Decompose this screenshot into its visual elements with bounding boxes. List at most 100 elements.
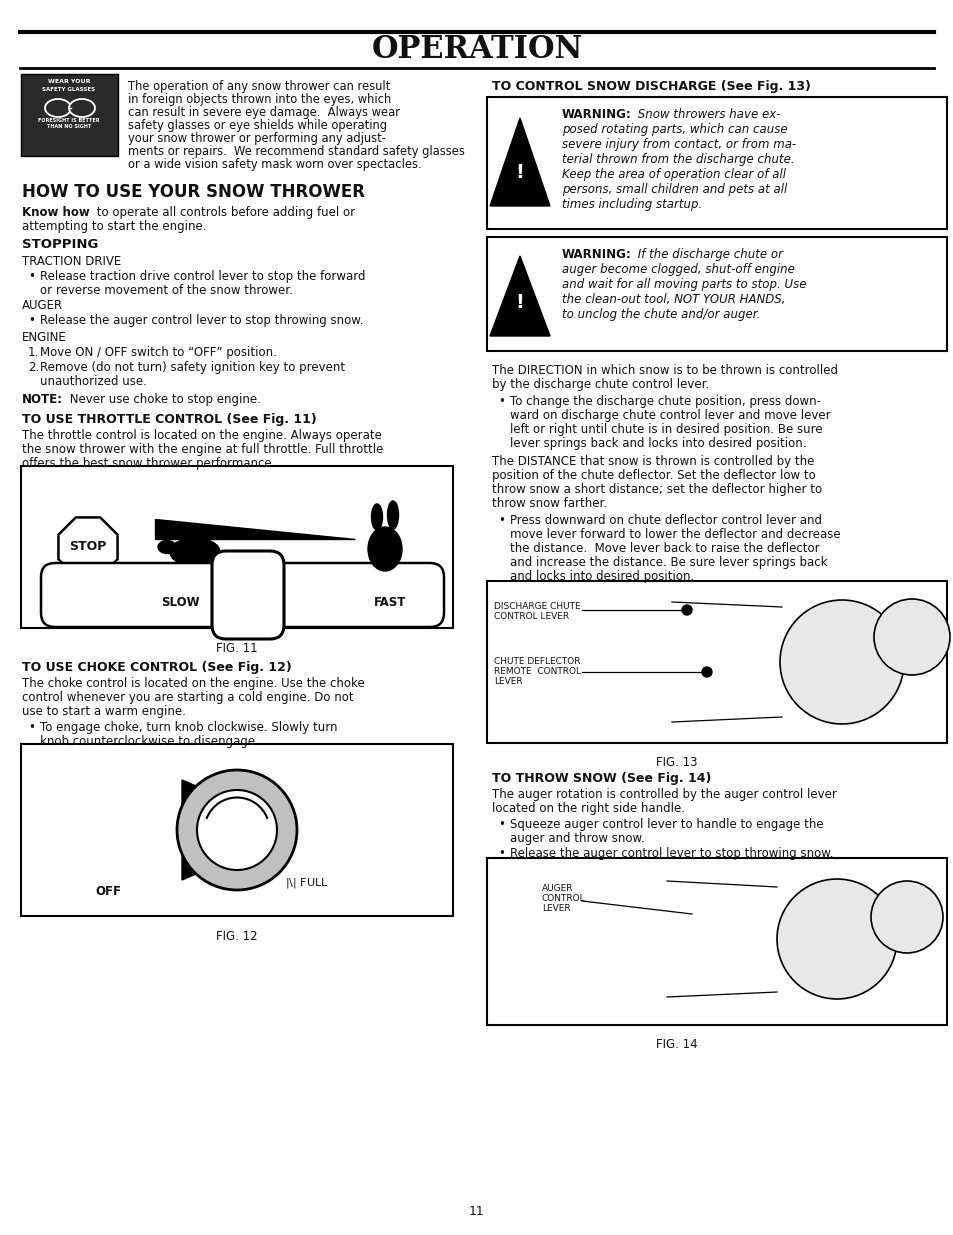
Text: •: • — [497, 395, 504, 408]
Text: Press downward on chute deflector control lever and: Press downward on chute deflector contro… — [510, 514, 821, 527]
Ellipse shape — [158, 541, 175, 553]
FancyBboxPatch shape — [486, 98, 946, 228]
Text: the distance.  Move lever back to raise the deflector: the distance. Move lever back to raise t… — [510, 542, 819, 555]
Text: STOPPING: STOPPING — [22, 238, 98, 251]
Text: throw snow a short distance; set the deflector higher to: throw snow a short distance; set the def… — [492, 483, 821, 496]
FancyBboxPatch shape — [486, 237, 946, 351]
Ellipse shape — [387, 501, 398, 529]
Ellipse shape — [371, 504, 382, 530]
Circle shape — [681, 605, 691, 615]
Ellipse shape — [368, 527, 401, 571]
Text: OPERATION: OPERATION — [371, 35, 582, 65]
Text: If the discharge chute or: If the discharge chute or — [634, 248, 782, 261]
Circle shape — [196, 790, 276, 869]
Text: the clean-out tool, NOT YOUR HANDS,: the clean-out tool, NOT YOUR HANDS, — [561, 293, 784, 306]
Text: WEAR YOUR: WEAR YOUR — [48, 79, 91, 84]
Text: •: • — [497, 514, 504, 527]
Ellipse shape — [45, 99, 71, 117]
Text: Keep the area of operation clear of all: Keep the area of operation clear of all — [561, 168, 785, 182]
Ellipse shape — [170, 538, 220, 566]
Text: times including startup.: times including startup. — [561, 198, 701, 211]
Text: LEVER: LEVER — [541, 904, 570, 913]
Polygon shape — [490, 119, 550, 206]
Text: HOW TO USE YOUR SNOW THROWER: HOW TO USE YOUR SNOW THROWER — [22, 183, 365, 201]
Text: safety glasses or eye shields while operating: safety glasses or eye shields while oper… — [128, 119, 387, 132]
Text: Release the auger control lever to stop throwing snow.: Release the auger control lever to stop … — [40, 314, 363, 327]
Text: The operation of any snow thrower can result: The operation of any snow thrower can re… — [128, 80, 390, 93]
Text: terial thrown from the discharge chute.: terial thrown from the discharge chute. — [561, 153, 794, 165]
Text: severe injury from contact, or from ma-: severe injury from contact, or from ma- — [561, 138, 796, 151]
Text: the snow thrower with the engine at full throttle. Full throttle: the snow thrower with the engine at full… — [22, 443, 383, 456]
Text: Move ON / OFF switch to “OFF” position.: Move ON / OFF switch to “OFF” position. — [40, 346, 276, 359]
Text: Squeeze auger control lever to handle to engage the: Squeeze auger control lever to handle to… — [510, 818, 822, 831]
Text: auger and throw snow.: auger and throw snow. — [510, 832, 644, 845]
Text: persons, small children and pets at all: persons, small children and pets at all — [561, 183, 786, 196]
Text: •: • — [28, 270, 35, 283]
Circle shape — [870, 881, 942, 953]
Text: throw snow farther.: throw snow farther. — [492, 496, 606, 510]
Text: located on the right side handle.: located on the right side handle. — [492, 802, 684, 815]
Text: •: • — [497, 847, 504, 860]
Text: To change the discharge chute position, press down-: To change the discharge chute position, … — [510, 395, 821, 408]
Text: and increase the distance. Be sure lever springs back: and increase the distance. Be sure lever… — [510, 556, 826, 569]
Text: Release traction drive control lever to stop the forward: Release traction drive control lever to … — [40, 270, 365, 283]
Text: •: • — [28, 314, 35, 327]
Text: and wait for all moving parts to stop. Use: and wait for all moving parts to stop. U… — [561, 278, 805, 291]
Text: your snow thrower or performing any adjust-: your snow thrower or performing any adju… — [128, 132, 385, 144]
Text: ENGINE: ENGINE — [22, 331, 67, 345]
FancyBboxPatch shape — [21, 743, 453, 916]
Text: DISCHARGE CHUTE: DISCHARGE CHUTE — [494, 601, 580, 611]
Text: 1.: 1. — [28, 346, 39, 359]
Text: !: ! — [515, 163, 524, 183]
Text: AUGER: AUGER — [22, 299, 63, 312]
Text: REMOTE  CONTROL: REMOTE CONTROL — [494, 667, 580, 676]
Text: !: ! — [515, 294, 524, 312]
Text: CONTROL: CONTROL — [541, 894, 585, 903]
Text: FIG. 13: FIG. 13 — [656, 756, 697, 769]
Text: or a wide vision safety mask worn over spectacles.: or a wide vision safety mask worn over s… — [128, 158, 421, 170]
FancyBboxPatch shape — [41, 563, 443, 627]
Text: AUGER: AUGER — [541, 884, 573, 893]
Text: •: • — [497, 818, 504, 831]
Text: Remove (do not turn) safety ignition key to prevent: Remove (do not turn) safety ignition key… — [40, 361, 345, 374]
Text: CHUTE DEFLECTOR: CHUTE DEFLECTOR — [494, 657, 579, 666]
Circle shape — [701, 667, 711, 677]
Circle shape — [177, 769, 296, 890]
Text: TRACTION DRIVE: TRACTION DRIVE — [22, 254, 121, 268]
Text: or reverse movement of the snow thrower.: or reverse movement of the snow thrower. — [40, 284, 293, 296]
Text: control whenever you are starting a cold engine. Do not: control whenever you are starting a cold… — [22, 692, 354, 704]
Text: The choke control is located on the engine. Use the choke: The choke control is located on the engi… — [22, 677, 364, 690]
Text: TO CONTROL SNOW DISCHARGE (See Fig. 13): TO CONTROL SNOW DISCHARGE (See Fig. 13) — [492, 80, 810, 93]
Text: NOTE:: NOTE: — [22, 393, 63, 406]
Text: The DISTANCE that snow is thrown is controlled by the: The DISTANCE that snow is thrown is cont… — [492, 454, 814, 468]
Text: in foreign objects thrown into the eyes, which: in foreign objects thrown into the eyes,… — [128, 93, 391, 106]
Text: SLOW: SLOW — [160, 597, 199, 609]
Text: WARNING:: WARNING: — [561, 107, 631, 121]
Text: FAST: FAST — [374, 597, 406, 609]
Text: ments or repairs.  We recommend standard safety glasses: ments or repairs. We recommend standard … — [128, 144, 464, 158]
Ellipse shape — [69, 99, 95, 117]
Text: by the discharge chute control lever.: by the discharge chute control lever. — [492, 378, 708, 391]
Circle shape — [780, 600, 903, 724]
Text: knob counterclockwise to disengage.: knob counterclockwise to disengage. — [40, 735, 258, 748]
Text: TO USE THROTTLE CONTROL (See Fig. 11): TO USE THROTTLE CONTROL (See Fig. 11) — [22, 412, 316, 426]
Text: offers the best snow thrower performance.: offers the best snow thrower performance… — [22, 457, 275, 471]
Text: FIG. 12: FIG. 12 — [216, 930, 257, 944]
Text: FIG. 11: FIG. 11 — [216, 642, 257, 655]
Text: •: • — [28, 721, 35, 734]
Text: position of the chute deflector. Set the deflector low to: position of the chute deflector. Set the… — [492, 469, 815, 482]
Text: auger become clogged, shut-off engine: auger become clogged, shut-off engine — [561, 263, 794, 275]
Text: FORESIGHT IS BETTER: FORESIGHT IS BETTER — [38, 119, 100, 124]
Text: WARNING:: WARNING: — [561, 248, 631, 261]
Text: 11: 11 — [469, 1205, 484, 1218]
Text: and locks into desired position.: and locks into desired position. — [510, 571, 694, 583]
Text: lever springs back and locks into desired position.: lever springs back and locks into desire… — [510, 437, 805, 450]
Polygon shape — [182, 781, 216, 881]
Text: Know how: Know how — [22, 206, 90, 219]
Text: LEVER: LEVER — [494, 677, 522, 685]
Text: 2.: 2. — [28, 361, 39, 374]
Text: The auger rotation is controlled by the auger control lever: The auger rotation is controlled by the … — [492, 788, 836, 802]
Text: use to start a warm engine.: use to start a warm engine. — [22, 705, 186, 718]
Text: OFF: OFF — [95, 885, 121, 898]
Text: posed rotating parts, which can cause: posed rotating parts, which can cause — [561, 124, 787, 136]
